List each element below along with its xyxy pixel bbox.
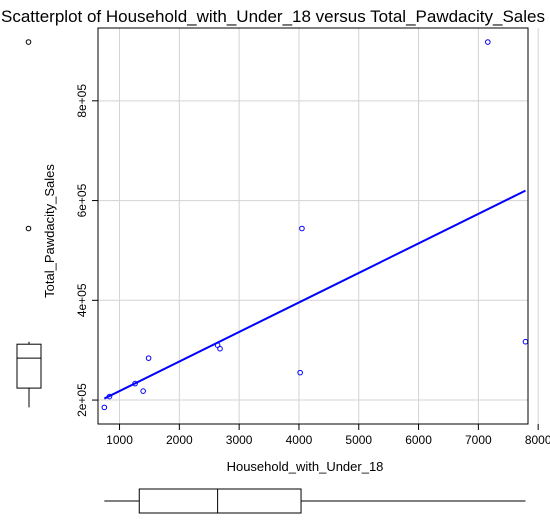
regression-line: [103, 189, 526, 400]
x-tick-label: 8000: [525, 433, 550, 447]
x-marginal-boxplot: [104, 488, 526, 514]
plot-frame: [97, 27, 529, 425]
y-box-outlier: [25, 39, 32, 45]
fit-line-layer: [103, 189, 526, 400]
y-axis-ticks: 2e+05 4e+05 6e+05 8e+05: [75, 84, 98, 417]
data-point: [106, 393, 113, 400]
y-box-iqr: [16, 343, 42, 389]
x-box-iqr: [138, 488, 302, 514]
data-point: [485, 39, 491, 45]
y-tick-label: 2e+05: [75, 383, 89, 417]
data-point: [132, 380, 138, 387]
x-axis-title: Household_with_Under_18: [227, 459, 384, 474]
data-point: [522, 338, 529, 345]
y-axis-title: Total_Pawdacity_Sales: [42, 164, 57, 298]
y-tick-label: 4e+05: [75, 283, 89, 317]
x-tick-label: 2000: [166, 433, 193, 447]
data-point: [297, 369, 303, 376]
y-box-outlier: [25, 225, 32, 232]
x-tick-label: 5000: [345, 433, 372, 447]
data-point: [140, 388, 146, 394]
y-tick-label: 6e+05: [75, 183, 89, 217]
x-tick-label: 7000: [465, 433, 492, 447]
data-point: [217, 345, 223, 352]
y-tick-label: 8e+05: [75, 84, 89, 118]
x-axis-ticks: 1000 2000 3000 4000 5000 6000 7000 8000: [106, 424, 550, 447]
x-tick-label: 6000: [405, 433, 432, 447]
data-point: [299, 225, 305, 232]
data-points: [101, 39, 529, 411]
data-point: [145, 355, 152, 361]
grid-lines: [98, 28, 539, 424]
data-point: [101, 404, 108, 411]
x-tick-label: 1000: [106, 433, 133, 447]
x-tick-label: 4000: [286, 433, 313, 447]
x-tick-label: 3000: [226, 433, 253, 447]
chart-title: Scatterplot of Household_with_Under_18 v…: [1, 7, 545, 26]
y-marginal-boxplot: [16, 39, 42, 408]
